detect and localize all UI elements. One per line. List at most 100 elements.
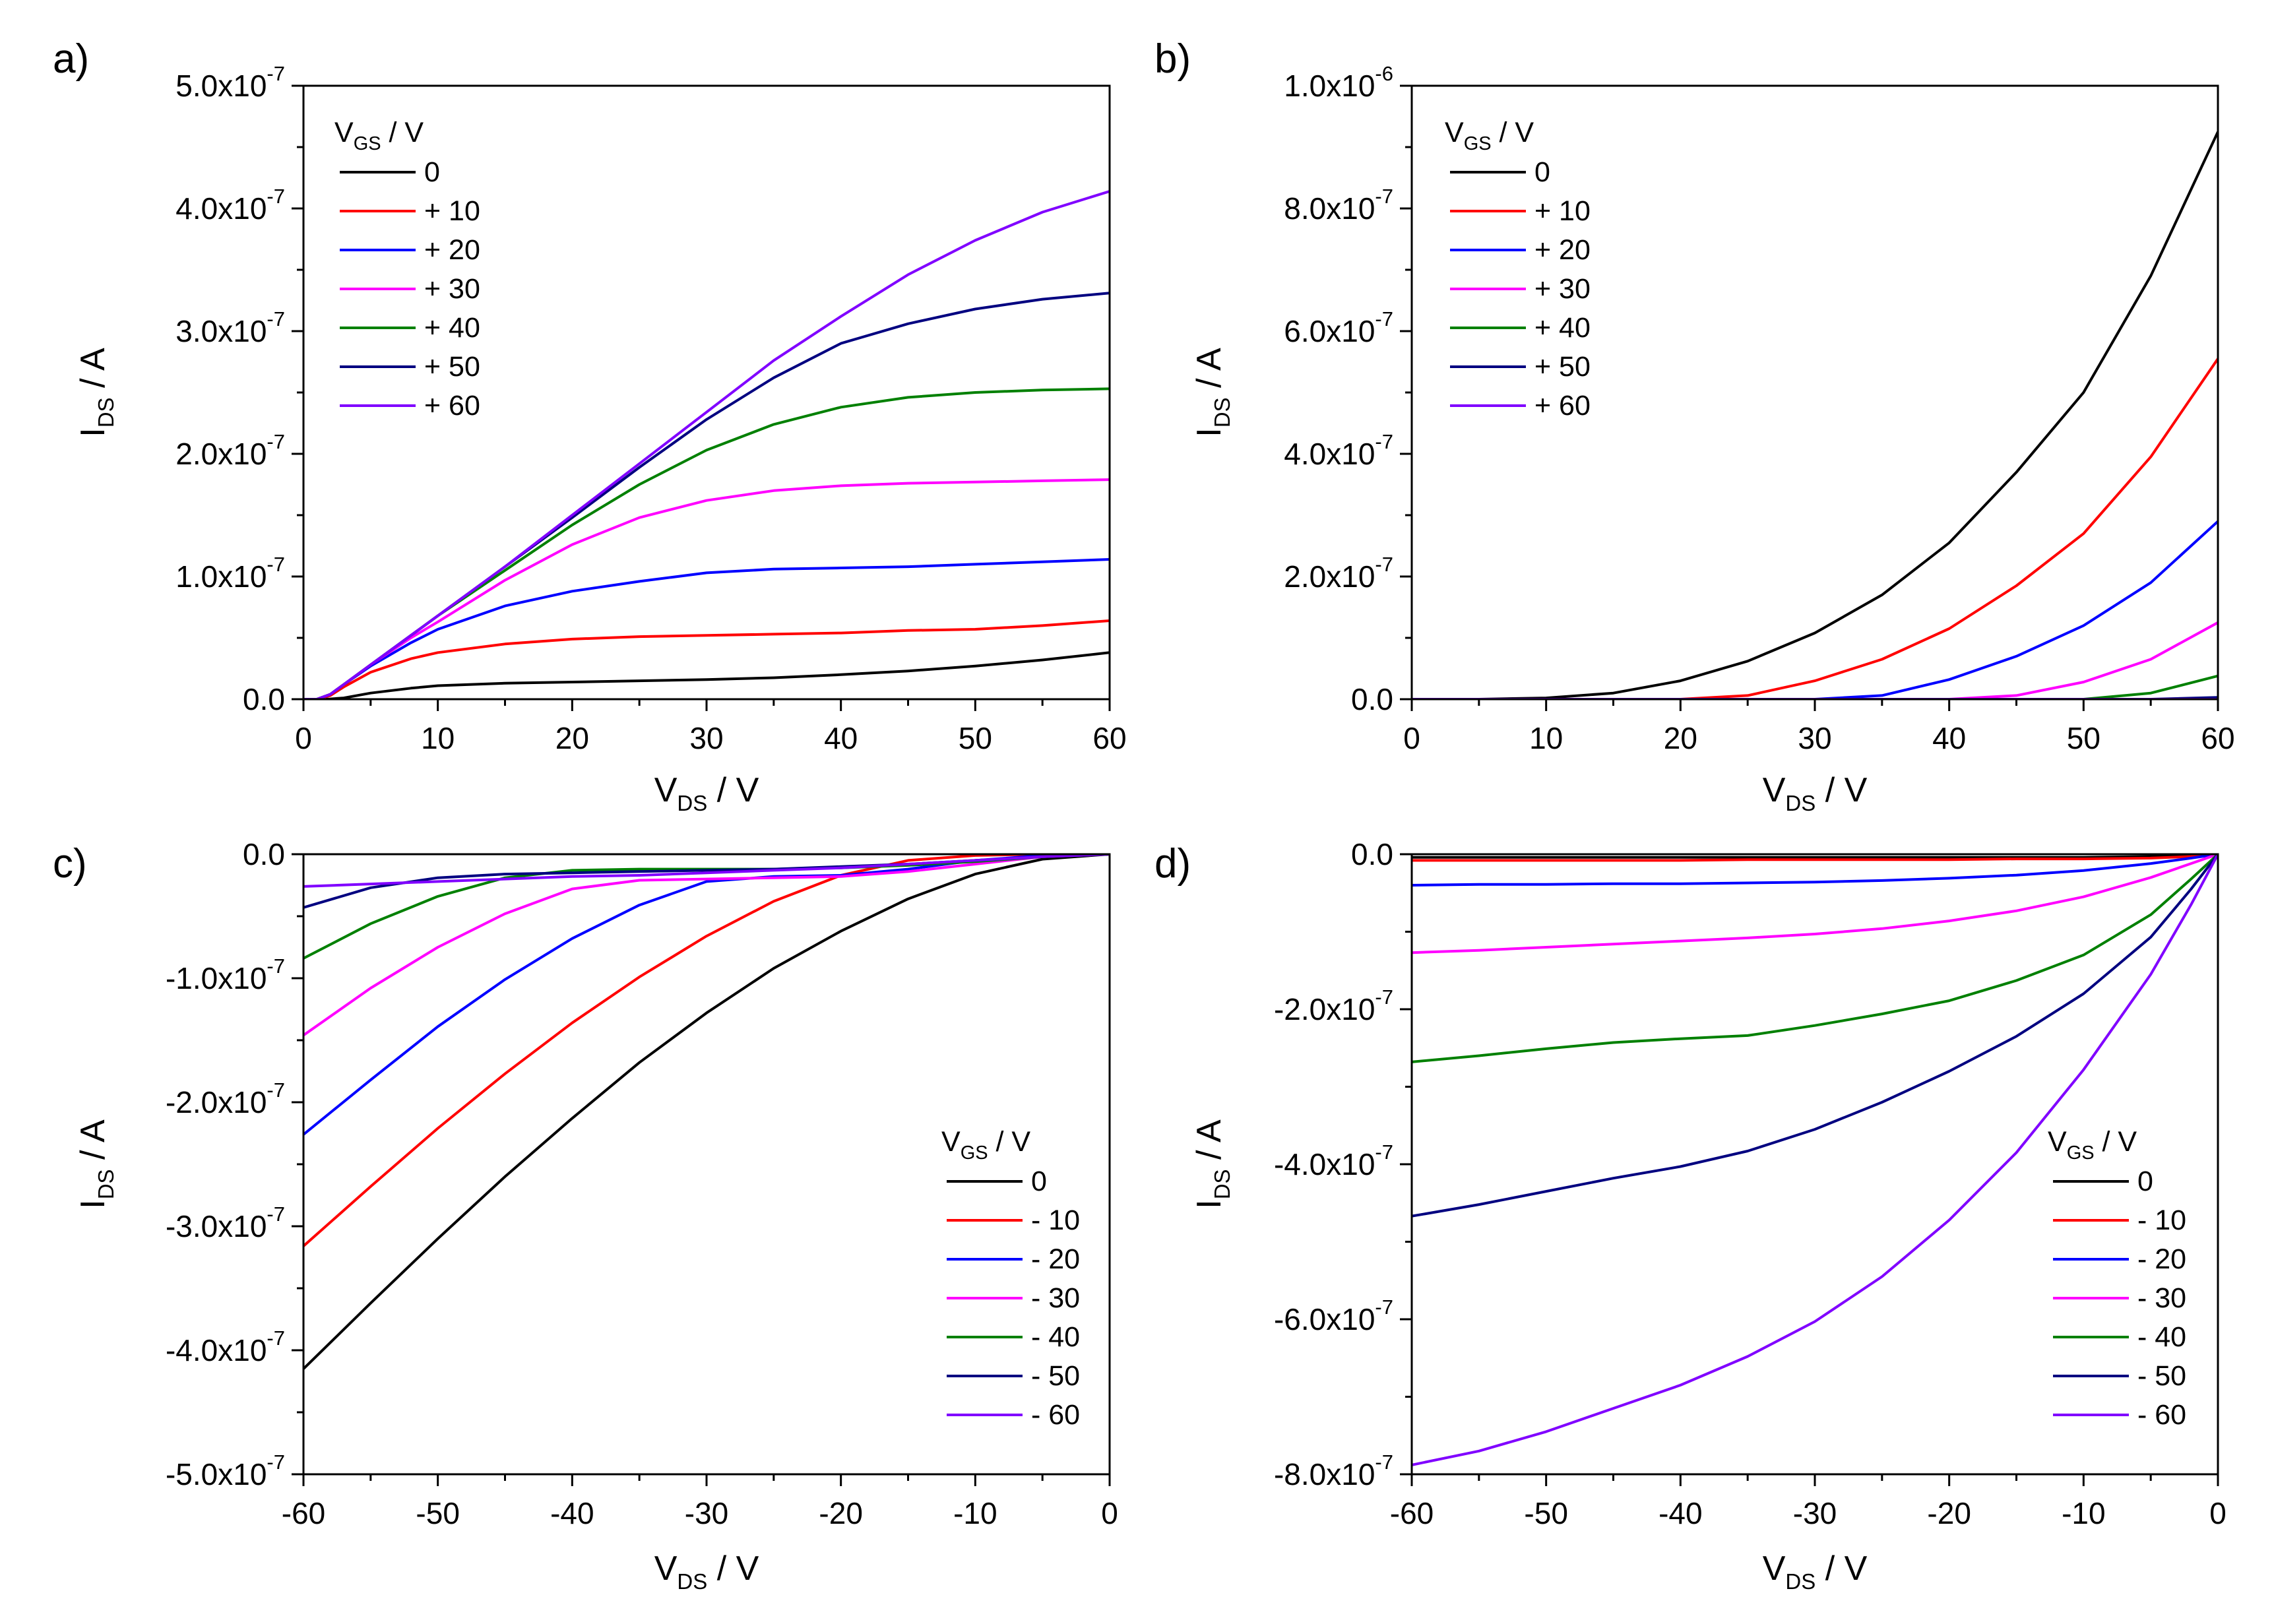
legend-label: - 30 bbox=[2137, 1282, 2186, 1314]
series-line-30 bbox=[1412, 854, 2218, 954]
x-tick-label: -10 bbox=[953, 1496, 997, 1530]
x-tick-label: -30 bbox=[685, 1496, 728, 1530]
x-tick-label: -50 bbox=[416, 1496, 459, 1530]
x-tick-label: -40 bbox=[550, 1496, 594, 1530]
series-line-20 bbox=[303, 854, 1110, 1136]
legend-title: VGS / V bbox=[334, 117, 424, 154]
x-tick-label: 0 bbox=[2209, 1496, 2227, 1530]
y-tick-label: 2.0x10-7 bbox=[1284, 553, 1393, 594]
legend-label: - 50 bbox=[1031, 1360, 1080, 1392]
legend: VGS / V0 + 10 + 20 + 30 + 40 + 50 + 60 bbox=[1445, 117, 1591, 422]
legend-label: + 40 bbox=[1534, 312, 1591, 344]
legend-label: - 30 bbox=[1031, 1282, 1080, 1314]
legend-label: - 10 bbox=[2137, 1204, 2186, 1236]
y-tick-label: 0.0 bbox=[1351, 837, 1393, 871]
x-axis-title: VDS / V bbox=[1763, 1549, 1868, 1594]
y-tick-label: -5.0x10-7 bbox=[166, 1451, 285, 1491]
legend-label: 0 bbox=[1031, 1166, 1047, 1197]
y-tick-label: -6.0x10-7 bbox=[1274, 1296, 1393, 1336]
panel-3: c) -60 -50 -40 -30 -20 -10 0 0.0 -1.0x10-7 -2.0x10… bbox=[53, 837, 1118, 1594]
y-tick-label: 1.0x10-6 bbox=[1284, 62, 1393, 103]
y-tick-label: -4.0x10-7 bbox=[166, 1327, 285, 1367]
series-line-10 bbox=[1412, 358, 2218, 699]
panel-label: a) bbox=[53, 36, 89, 82]
panel-1: a) 0 10 20 30 40 50 60 0.0 1.0x10-7 2.0x10-7 3.0x10… bbox=[53, 36, 1127, 815]
x-tick-label: 10 bbox=[1529, 721, 1563, 755]
series-line-10 bbox=[303, 854, 1110, 1247]
y-tick-label: -8.0x10-7 bbox=[1274, 1451, 1393, 1491]
plot-frame bbox=[302, 853, 1111, 1476]
legend-label: + 10 bbox=[1534, 195, 1591, 227]
legend-label: + 30 bbox=[424, 273, 480, 305]
series-lines bbox=[303, 190, 1110, 699]
y-tick-label: 1.0x10-7 bbox=[175, 553, 285, 594]
y-tick-label: 2.0x10-7 bbox=[175, 430, 285, 471]
y-tick-label: 0.0 bbox=[243, 682, 285, 716]
legend-title: VGS / V bbox=[1445, 117, 1534, 154]
x-tick-label: 30 bbox=[689, 721, 723, 755]
legend: VGS / V0 - 10 - 20 - 30 - 40 - 50 - 60 bbox=[941, 1126, 1080, 1431]
legend-label: + 20 bbox=[1534, 234, 1591, 266]
series-lines bbox=[1412, 131, 2218, 699]
x-tick-label: -30 bbox=[1793, 1496, 1837, 1530]
y-axis-title: IDS / A bbox=[74, 1119, 118, 1209]
x-tick-label: 30 bbox=[1798, 721, 1831, 755]
series-line-30 bbox=[303, 854, 1110, 1037]
x-axis-title: VDS / V bbox=[654, 1549, 759, 1594]
legend-label: + 30 bbox=[1534, 273, 1591, 305]
series-line-50 bbox=[1412, 854, 2218, 1218]
y-tick-label: -2.0x10-7 bbox=[166, 1078, 285, 1119]
legend-label: 0 bbox=[1534, 156, 1550, 188]
series-line-40 bbox=[1412, 854, 2218, 1063]
y-tick-label: 0.0 bbox=[243, 837, 285, 871]
legend-label: 0 bbox=[2137, 1166, 2153, 1197]
y-tick-label: 8.0x10-7 bbox=[1284, 185, 1393, 226]
x-tick-label: 0 bbox=[295, 721, 312, 755]
panel-4: d) -60 -50 -40 -30 -20 -10 0 0.0 -2.0x10-7 -4.0x10… bbox=[1154, 837, 2227, 1594]
x-axis-title: VDS / V bbox=[654, 771, 759, 815]
series-line-0 bbox=[1412, 854, 2218, 859]
y-tick-label: -1.0x10-7 bbox=[166, 954, 285, 995]
legend-label: - 20 bbox=[1031, 1243, 1080, 1275]
y-tick-label: 4.0x10-7 bbox=[1284, 430, 1393, 471]
legend-label: + 10 bbox=[424, 195, 480, 227]
x-tick-label: 60 bbox=[1092, 721, 1126, 755]
x-tick-label: 60 bbox=[2201, 721, 2234, 755]
series-line-30 bbox=[1412, 621, 2218, 699]
series-line-60 bbox=[303, 190, 1110, 699]
series-line-60 bbox=[303, 854, 1110, 888]
panel-label: b) bbox=[1154, 36, 1191, 82]
legend-title: VGS / V bbox=[941, 1126, 1030, 1164]
series-line-10 bbox=[303, 619, 1110, 699]
y-tick-label: 6.0x10-7 bbox=[1284, 307, 1393, 348]
series-line-40 bbox=[1412, 674, 2218, 699]
legend-label: - 40 bbox=[2137, 1321, 2186, 1353]
series-lines bbox=[1412, 854, 2218, 1466]
series-line-0 bbox=[303, 651, 1110, 699]
legend-label: + 20 bbox=[424, 234, 480, 266]
x-tick-label: 0 bbox=[1403, 721, 1420, 755]
x-tick-label: 50 bbox=[959, 721, 992, 755]
plot-frame bbox=[1410, 84, 2219, 701]
series-line-20 bbox=[1412, 854, 2218, 887]
x-tick-label: 10 bbox=[421, 721, 455, 755]
legend-label: - 10 bbox=[1031, 1204, 1080, 1236]
panel-label: c) bbox=[53, 841, 87, 887]
x-axis-title: VDS / V bbox=[1763, 771, 1868, 815]
legend: VGS / V0 - 10 - 20 - 30 - 40 - 50 - 60 bbox=[2048, 1126, 2186, 1431]
y-tick-label: -3.0x10-7 bbox=[166, 1202, 285, 1243]
legend-label: + 60 bbox=[424, 390, 480, 422]
series-line-40 bbox=[303, 387, 1110, 699]
x-tick-label: 0 bbox=[1101, 1496, 1118, 1530]
x-tick-label: -10 bbox=[2062, 1496, 2105, 1530]
x-tick-label: -60 bbox=[1390, 1496, 1434, 1530]
y-tick-label: 3.0x10-7 bbox=[175, 307, 285, 348]
legend-label: - 60 bbox=[1031, 1399, 1080, 1431]
x-tick-label: 20 bbox=[555, 721, 589, 755]
y-axis-title: IDS / A bbox=[1190, 348, 1234, 437]
panel-label: d) bbox=[1154, 841, 1191, 887]
series-line-60 bbox=[1412, 854, 2218, 1466]
panel-2: b) 0 10 20 30 40 50 60 0.0 2.0x10-7 4.0x10-7 6.0x10… bbox=[1154, 36, 2235, 815]
x-tick-label: 40 bbox=[1932, 721, 1966, 755]
x-tick-label: 40 bbox=[824, 721, 858, 755]
